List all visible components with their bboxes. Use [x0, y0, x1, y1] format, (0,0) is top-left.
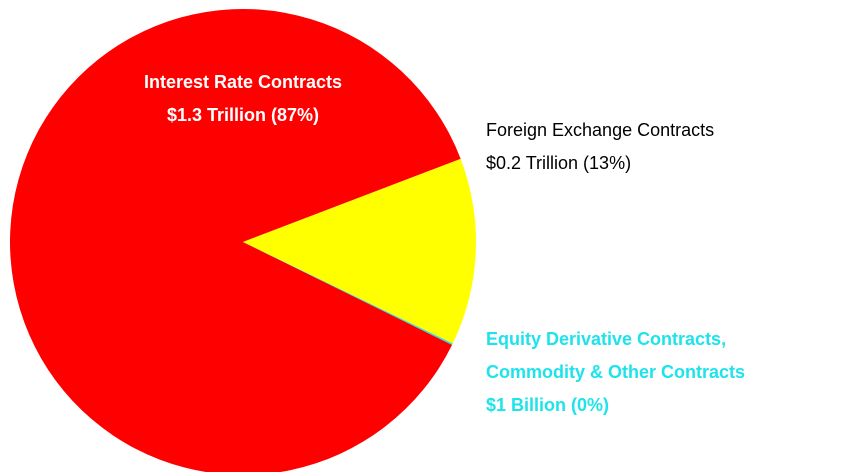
pie-slice — [10, 9, 461, 472]
slice-value-label: $1.3 Trillion (87%) — [167, 105, 319, 125]
slice-label: Interest Rate Contracts — [144, 72, 342, 92]
slice-label: Equity Derivative Contracts, — [486, 329, 726, 349]
slice-label: Commodity & Other Contracts — [486, 362, 745, 382]
slice-value-label: $0.2 Trillion (13%) — [486, 153, 631, 173]
slice-value-label: $1 Billion (0%) — [486, 395, 609, 415]
pie-slice — [243, 242, 453, 345]
slice-label: Foreign Exchange Contracts — [486, 120, 714, 140]
pie-slice — [243, 158, 476, 344]
